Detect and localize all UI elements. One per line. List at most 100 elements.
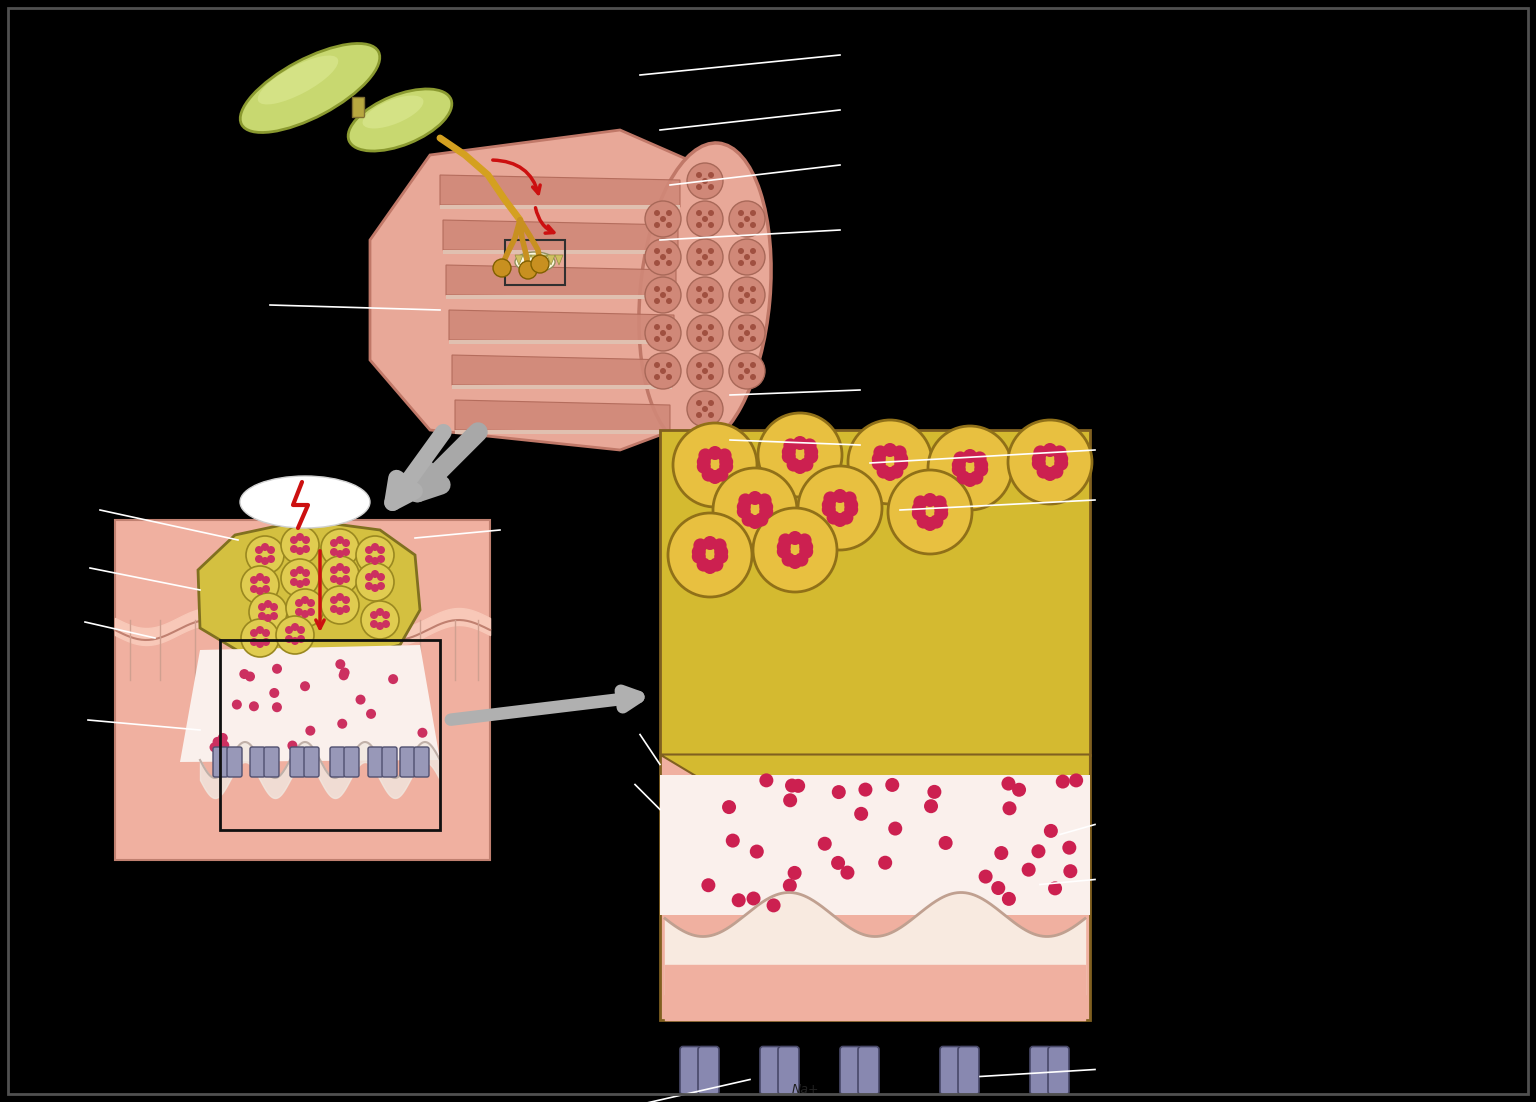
Circle shape	[372, 557, 379, 565]
Bar	[452, 385, 673, 389]
Circle shape	[667, 210, 673, 216]
Circle shape	[929, 515, 943, 529]
Circle shape	[766, 898, 780, 912]
Circle shape	[286, 588, 324, 627]
Circle shape	[696, 287, 702, 292]
Circle shape	[343, 539, 350, 547]
Circle shape	[290, 623, 300, 631]
Circle shape	[687, 315, 723, 352]
Circle shape	[702, 329, 708, 336]
Circle shape	[250, 638, 258, 646]
Circle shape	[1044, 824, 1058, 838]
Circle shape	[748, 491, 762, 505]
Circle shape	[267, 545, 275, 554]
Ellipse shape	[639, 143, 771, 447]
Circle shape	[1032, 452, 1046, 466]
Circle shape	[255, 555, 263, 563]
Circle shape	[258, 603, 266, 611]
Polygon shape	[439, 175, 680, 207]
FancyBboxPatch shape	[214, 747, 227, 777]
Circle shape	[667, 374, 673, 380]
Circle shape	[743, 292, 750, 298]
Circle shape	[719, 455, 733, 468]
Circle shape	[1003, 801, 1017, 815]
Circle shape	[783, 878, 797, 893]
Circle shape	[667, 222, 673, 228]
Bar	[220, 640, 439, 830]
Circle shape	[722, 800, 736, 814]
Circle shape	[750, 374, 756, 380]
Circle shape	[272, 702, 283, 712]
Circle shape	[301, 596, 309, 604]
Circle shape	[286, 626, 293, 634]
Circle shape	[335, 659, 346, 669]
Circle shape	[708, 210, 714, 216]
Circle shape	[1012, 782, 1026, 797]
Circle shape	[376, 608, 384, 616]
Circle shape	[654, 222, 660, 228]
Circle shape	[696, 374, 702, 380]
Circle shape	[321, 557, 359, 594]
Circle shape	[1021, 863, 1035, 877]
Circle shape	[978, 869, 992, 884]
Circle shape	[874, 445, 888, 460]
Circle shape	[696, 210, 702, 216]
Circle shape	[782, 450, 796, 464]
Circle shape	[805, 445, 819, 458]
Circle shape	[923, 517, 937, 531]
Circle shape	[296, 547, 304, 555]
Circle shape	[794, 552, 808, 566]
Circle shape	[737, 210, 743, 216]
Polygon shape	[539, 255, 547, 264]
FancyBboxPatch shape	[330, 747, 346, 777]
Circle shape	[687, 353, 723, 389]
Circle shape	[799, 540, 813, 554]
Circle shape	[788, 555, 802, 569]
Circle shape	[793, 460, 806, 474]
Circle shape	[805, 450, 819, 464]
Circle shape	[257, 573, 264, 581]
FancyBboxPatch shape	[760, 1047, 780, 1094]
Bar	[505, 240, 565, 285]
Bar	[449, 341, 674, 344]
Circle shape	[301, 611, 309, 618]
Circle shape	[750, 260, 756, 266]
Circle shape	[702, 292, 708, 298]
Polygon shape	[198, 520, 419, 660]
Circle shape	[257, 587, 264, 595]
Circle shape	[366, 582, 373, 590]
Circle shape	[673, 423, 757, 507]
Text: Na+: Na+	[791, 1083, 819, 1096]
Circle shape	[303, 545, 310, 553]
Circle shape	[307, 599, 315, 607]
Circle shape	[702, 253, 708, 260]
Circle shape	[757, 413, 842, 497]
Polygon shape	[515, 255, 522, 264]
Circle shape	[263, 576, 270, 584]
Circle shape	[654, 374, 660, 380]
Circle shape	[303, 536, 310, 544]
Circle shape	[750, 210, 756, 216]
Circle shape	[295, 608, 303, 616]
Circle shape	[1043, 443, 1057, 457]
FancyBboxPatch shape	[264, 747, 280, 777]
Circle shape	[708, 400, 714, 406]
Circle shape	[249, 593, 287, 631]
Circle shape	[743, 253, 750, 260]
Circle shape	[290, 579, 298, 586]
Polygon shape	[180, 645, 439, 761]
Circle shape	[750, 844, 763, 858]
Circle shape	[702, 216, 708, 222]
Circle shape	[1001, 892, 1015, 906]
Circle shape	[750, 222, 756, 228]
Circle shape	[892, 445, 906, 460]
Circle shape	[366, 709, 376, 719]
Circle shape	[667, 324, 673, 329]
Circle shape	[232, 700, 241, 710]
Circle shape	[376, 545, 386, 554]
Circle shape	[713, 468, 797, 552]
Circle shape	[240, 669, 249, 679]
Bar	[660, 430, 1091, 755]
Circle shape	[708, 374, 714, 380]
Circle shape	[702, 368, 708, 374]
